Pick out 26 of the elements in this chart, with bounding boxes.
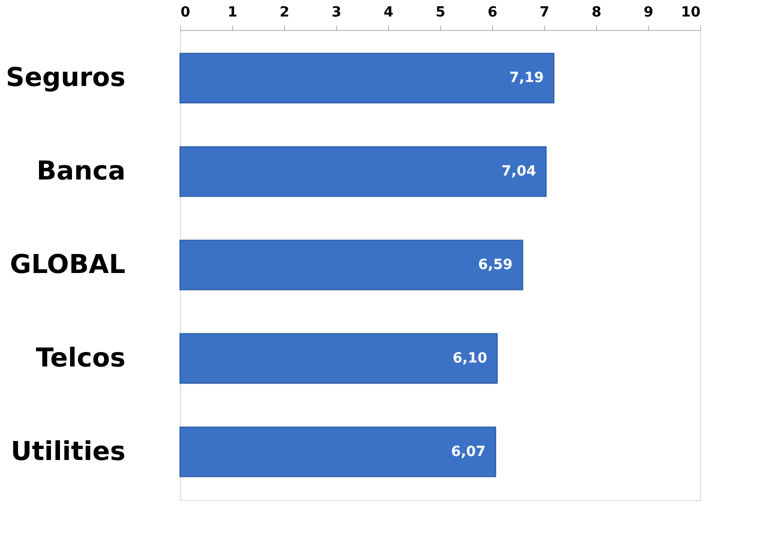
y-tick-label: Telcos <box>36 343 126 374</box>
x-tick-label: 9 <box>644 4 654 20</box>
y-tick-label: Banca <box>36 156 126 187</box>
x-tick-label: 8 <box>592 4 602 20</box>
x-tick-label: 7 <box>540 4 550 20</box>
data-label: 6,07 <box>451 444 486 460</box>
x-tick-label: 5 <box>436 4 446 20</box>
x-tick-label: 4 <box>384 4 394 20</box>
bar <box>180 146 547 197</box>
data-label: 6,10 <box>452 350 488 366</box>
bar <box>180 52 554 104</box>
y-tick-label: Utilities <box>10 436 126 467</box>
y-tick-label: GLOBAL <box>10 250 126 280</box>
x-tick-label: 10 <box>681 4 701 20</box>
bar <box>180 426 496 478</box>
bar <box>180 333 498 384</box>
y-tick-label: Seguros <box>6 63 126 94</box>
x-tick-label: 0 <box>180 4 190 20</box>
x-tick-label: 6 <box>488 4 498 20</box>
x-tick-label: 2 <box>280 4 290 20</box>
bar <box>180 240 524 290</box>
data-label: 7,04 <box>502 164 536 180</box>
x-tick-label: 3 <box>332 4 342 20</box>
data-label: 7,19 <box>509 70 544 86</box>
x-tick-label: 1 <box>228 4 238 20</box>
data-label: 6,59 <box>478 257 513 273</box>
